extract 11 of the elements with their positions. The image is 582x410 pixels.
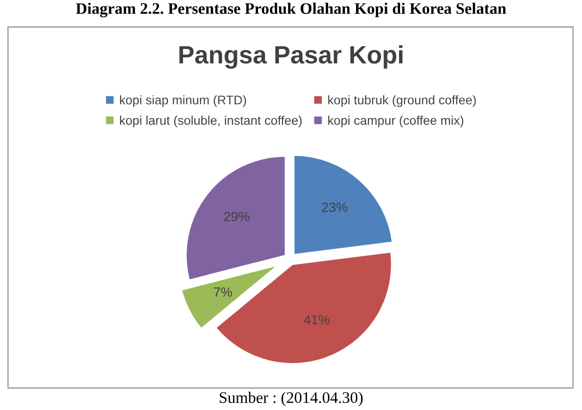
legend-label: kopi siap minum (RTD): [120, 95, 246, 107]
data-label: 41%: [304, 315, 330, 324]
text: Sumber : (2014.04.30): [220, 392, 363, 406]
legend-label: kopi tubruk (ground coffee): [328, 95, 476, 107]
chart-title: Pangsa Pasar Kopi: [179, 45, 402, 69]
data-label: 23%: [322, 202, 348, 212]
data-label: 29%: [224, 212, 250, 222]
legend-label: kopi campur (coffee mix): [328, 116, 464, 128]
data-label: 7%: [214, 287, 232, 297]
text: Diagram 2.2. Persentase Produk Olahan Kopi di Korea Selatan: [76, 2, 506, 18]
legend-label: kopi larut (soluble, instant coffee): [120, 116, 302, 128]
